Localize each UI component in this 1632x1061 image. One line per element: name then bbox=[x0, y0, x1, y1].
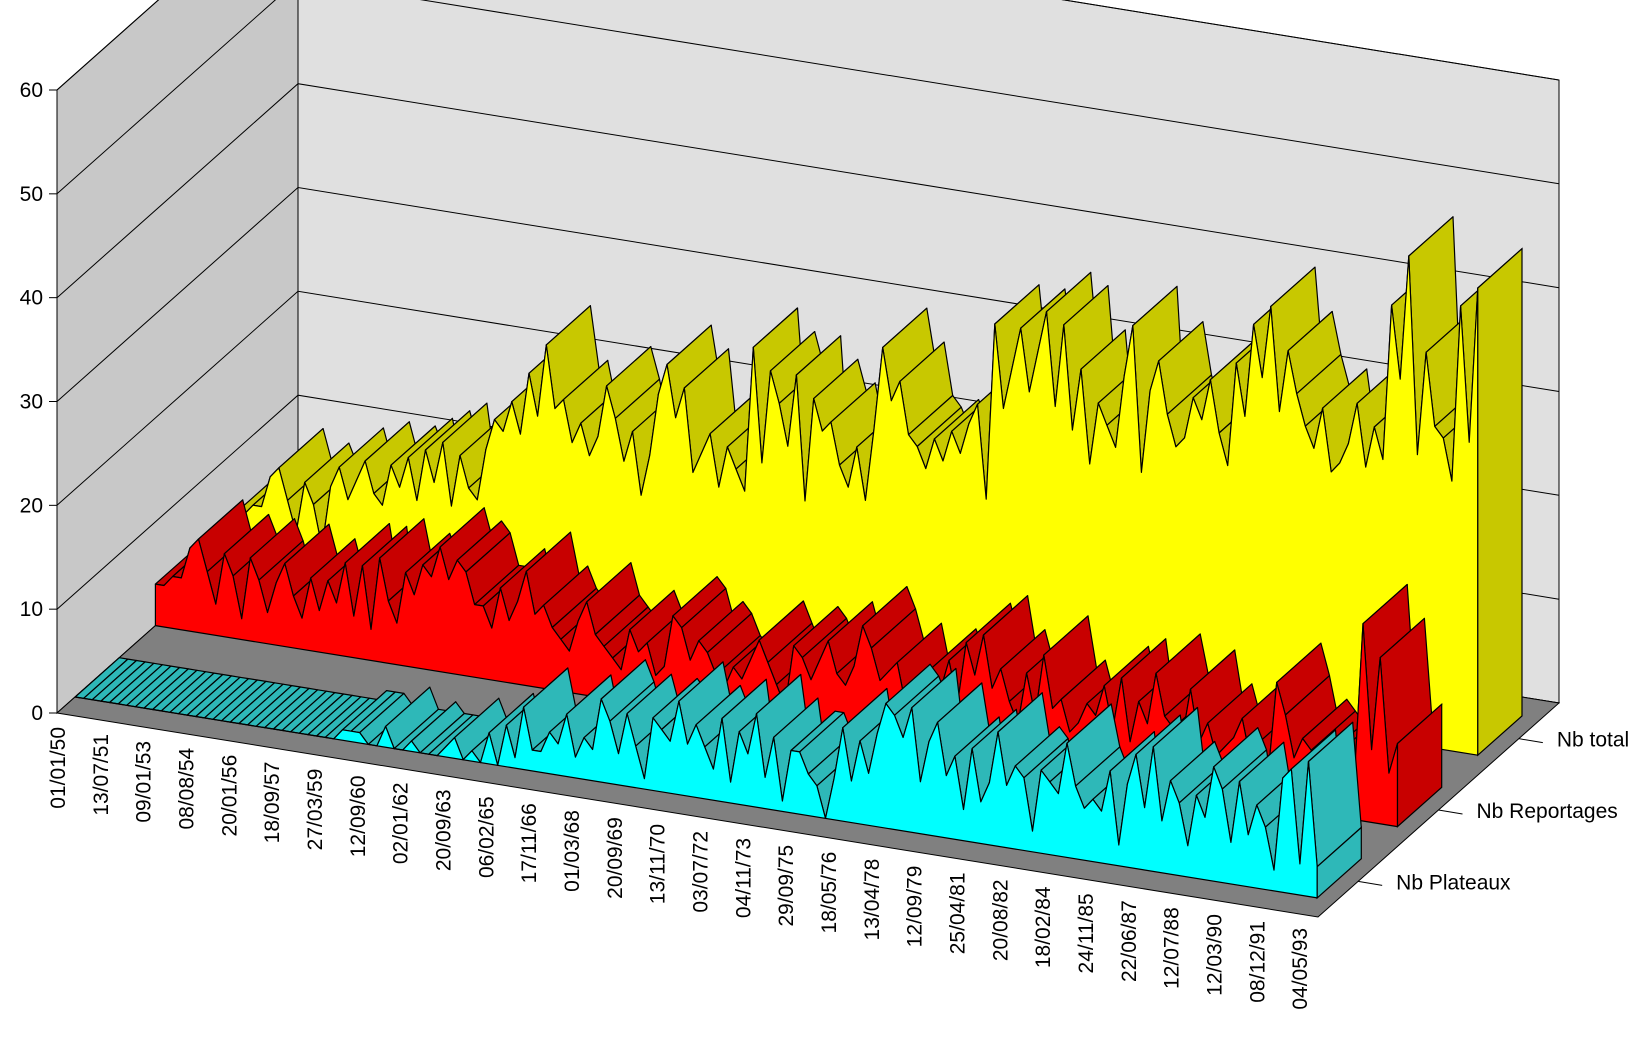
series-tick-mark bbox=[1438, 809, 1463, 815]
x-tick-label: 20/08/82 bbox=[989, 879, 1012, 961]
x-tick-label: 18/05/76 bbox=[818, 852, 841, 934]
series-axis: Nb Plateaux Nb Reportages Nb total bbox=[1358, 729, 1629, 894]
y-axis: 0 10 20 30 40 50 60 bbox=[20, 79, 57, 725]
x-tick-label: 02/01/62 bbox=[390, 782, 413, 864]
x-tick-label: 01/01/50 bbox=[47, 727, 70, 809]
gridline bbox=[56, 0, 1560, 91]
x-tick-label: 27/03/59 bbox=[304, 769, 327, 851]
y-tick-label: 20 bbox=[20, 494, 43, 517]
x-tick-label: 12/03/90 bbox=[1203, 914, 1226, 996]
y-tick-label: 40 bbox=[20, 287, 43, 310]
x-tick-label: 17/11/66 bbox=[518, 803, 541, 883]
series-layer bbox=[74, 216, 1523, 900]
series-label: Nb Reportages bbox=[1477, 800, 1618, 823]
x-tick-label: 12/09/79 bbox=[904, 866, 927, 948]
gridline bbox=[56, 83, 1560, 299]
area-front bbox=[235, 255, 1479, 756]
series-nb-plateaux bbox=[74, 657, 1362, 900]
x-tick-label: 09/01/53 bbox=[133, 741, 156, 823]
x-tick-label: 22/06/87 bbox=[1118, 900, 1141, 982]
x-tick-label: 03/07/72 bbox=[690, 831, 713, 913]
series-label: Nb total bbox=[1557, 729, 1629, 752]
y-tick-label: 60 bbox=[20, 79, 43, 102]
y-tick-label: 50 bbox=[20, 183, 43, 206]
series-tick-mark bbox=[1518, 738, 1543, 744]
y-tick-label: 0 bbox=[31, 702, 43, 725]
area-end-cap bbox=[1396, 702, 1443, 828]
x-tick-label: 20/09/63 bbox=[433, 789, 456, 871]
x-tick-label: 13/07/51 bbox=[90, 734, 113, 816]
area-front bbox=[74, 696, 1318, 899]
x-tick-label: 08/08/54 bbox=[176, 747, 199, 829]
x-tick-label: 06/02/65 bbox=[475, 796, 498, 878]
x-tick-label: 24/11/85 bbox=[1075, 893, 1098, 973]
x-tick-label: 04/05/93 bbox=[1289, 928, 1312, 1010]
x-tick-label: 18/02/84 bbox=[1032, 886, 1055, 968]
x-tick-label: 01/03/68 bbox=[561, 810, 584, 892]
x-axis: 01/01/50 13/07/51 09/01/53 08/08/54 20/01/56… bbox=[47, 727, 1312, 1010]
x-tick-label: 25/04/81 bbox=[946, 873, 969, 955]
series-tick-mark bbox=[1358, 880, 1383, 886]
series-nb-total bbox=[235, 216, 1523, 757]
x-tick-label: 04/11/73 bbox=[732, 838, 755, 918]
x-tick-label: 18/09/57 bbox=[261, 762, 284, 844]
x-tick-label: 12/07/88 bbox=[1161, 907, 1184, 989]
series-label: Nb Plateaux bbox=[1396, 871, 1511, 894]
x-tick-label: 08/12/91 bbox=[1246, 921, 1269, 1003]
y-tick-label: 30 bbox=[20, 391, 43, 414]
x-tick-label: 20/01/56 bbox=[218, 755, 241, 837]
x-tick-label: 12/09/60 bbox=[347, 776, 370, 858]
x-tick-label: 20/09/69 bbox=[604, 817, 627, 899]
x-tick-label: 29/09/75 bbox=[775, 845, 798, 927]
gridline bbox=[56, 0, 1560, 195]
x-tick-label: 13/04/78 bbox=[861, 859, 884, 941]
x-tick-label: 13/11/70 bbox=[647, 824, 670, 904]
y-tick-label: 10 bbox=[20, 598, 43, 621]
area-end-cap bbox=[1316, 826, 1362, 900]
area-end-cap bbox=[1477, 247, 1523, 757]
